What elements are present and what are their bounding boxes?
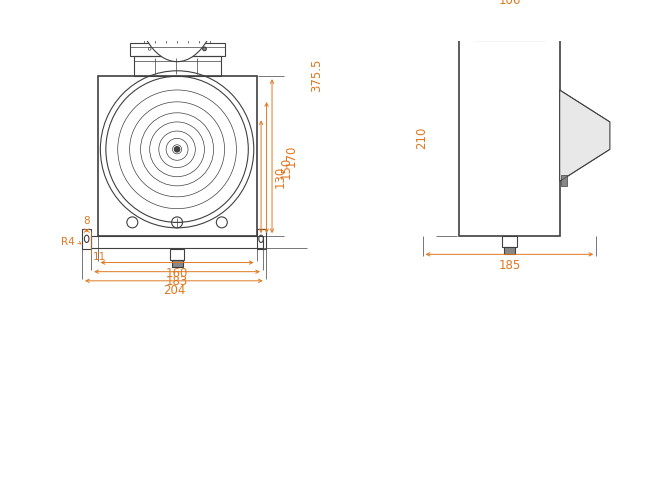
Text: 106: 106 bbox=[499, 0, 521, 7]
Polygon shape bbox=[560, 90, 610, 182]
Text: 130: 130 bbox=[274, 166, 287, 188]
Bar bbox=[502, 236, 517, 247]
Bar bbox=[562, 175, 567, 186]
Bar bbox=[474, 21, 545, 40]
Text: 11: 11 bbox=[93, 252, 107, 261]
Bar bbox=[98, 76, 257, 236]
Bar bbox=[134, 56, 221, 76]
Text: 183: 183 bbox=[166, 275, 188, 288]
Bar bbox=[257, 229, 266, 249]
Bar bbox=[172, 260, 183, 267]
Bar bbox=[460, 40, 560, 236]
Text: 204: 204 bbox=[162, 285, 185, 298]
Text: 210: 210 bbox=[415, 127, 428, 149]
Text: 170: 170 bbox=[285, 145, 298, 167]
Circle shape bbox=[530, 13, 534, 17]
Bar bbox=[504, 247, 515, 254]
Ellipse shape bbox=[467, 0, 551, 27]
Bar bbox=[129, 44, 226, 56]
Text: 375.5: 375.5 bbox=[311, 59, 324, 92]
Bar bbox=[91, 236, 263, 248]
Circle shape bbox=[203, 47, 206, 51]
Bar bbox=[464, 9, 555, 21]
Circle shape bbox=[174, 147, 180, 152]
Text: 150: 150 bbox=[280, 156, 292, 179]
Bar bbox=[170, 249, 185, 260]
Ellipse shape bbox=[133, 0, 221, 61]
Text: 185: 185 bbox=[499, 259, 521, 272]
Text: 160: 160 bbox=[166, 267, 188, 280]
Text: R4: R4 bbox=[61, 237, 75, 246]
Bar bbox=[82, 229, 91, 249]
Text: 8: 8 bbox=[83, 216, 90, 226]
